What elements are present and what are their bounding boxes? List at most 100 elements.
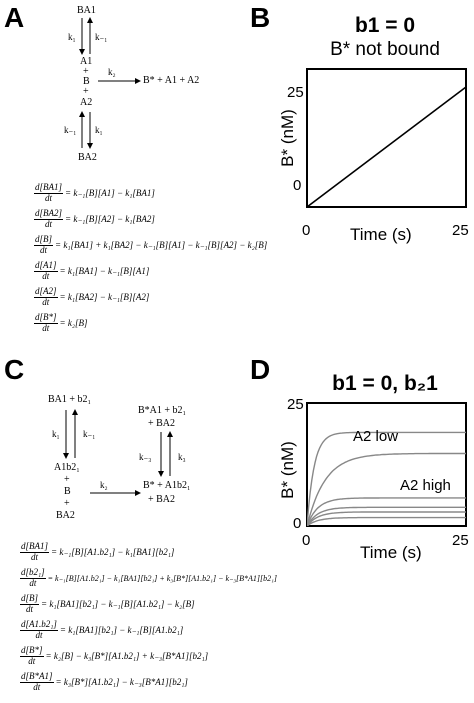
eq-numerator: d[b2₁] [20,567,46,579]
eq-rhs: = k₋₁[B][A1.b2₁] − k₁[BA1][b2₁] [51,546,175,557]
eq-numerator: d[A1.b2₁] [20,619,58,631]
product-c-line1: B* + A1b2₁ [143,480,191,491]
eq-rhs: = k₁[BA1] + k₁[BA2] − k₋₁[B][A1] − k₋₁[B… [55,239,268,250]
eq-numerator: d[B] [20,593,40,605]
label-a2-low: A2 low [353,428,399,445]
panel-b-chart [307,86,466,207]
panel-b-xtick-25: 25 [452,222,469,239]
panel-d-xlabel: Time (s) [360,543,422,562]
eq-numerator: d[A2] [34,286,58,298]
eq-denominator: dt [42,270,50,281]
product-a: B* + A1 + A2 [143,75,200,86]
eq-rhs: = k₋₁[B][A1] − k₁[BA1] [65,187,155,198]
eq-rhs: = k₁[BA1][b2₁] − k₋₁[B][A1.b2₁] − k₂[B] [41,598,195,609]
panel-d-title: b1 = 0, b₂1 [332,372,438,395]
eq-denominator: dt [35,629,43,640]
panel-b-xlabel: Time (s) [350,225,412,244]
panel-d-letter: D [250,354,271,385]
species-b: B [64,486,71,497]
label-a2-high: A2 high [400,477,451,494]
panel-b-plot-frame [306,68,467,208]
eq-rhs: = k₁[BA1] − k₋₁[B][A1] [59,265,150,276]
eq-rhs: = k₋₁[B][A2] − k₁[BA2] [65,213,155,224]
eq-denominator: dt [44,218,52,229]
equation-row: d[A2] dt = k₁[BA2] − k₋₁[B][A2] [34,286,150,308]
species-a2: A2 [80,97,93,108]
plus-sign: + [64,498,70,509]
species-ba2: BA2 [56,510,75,521]
panel-b-ytick-25: 25 [287,84,304,101]
series-line-1 [307,452,466,526]
eq-rhs: = k₃[B*][A1.b2₁] − k₋₃[B*A1][b2₁] [55,676,188,687]
panel-b-ytick-0: 0 [293,177,302,194]
panel-d-ytick-0: 0 [293,515,302,532]
panel-d-plot-frame [306,402,467,527]
panel-d-xtick-25: 25 [452,532,469,549]
equation-row: d[b2₁] dt = k₋₁[B][A1.b2₁] − k₁[BA1][b2₁]… [20,567,278,589]
eq-denominator: dt [30,551,38,562]
species-ba1-b21: BA1 + b2₁ [48,394,92,405]
series-line-4 [307,511,466,526]
eq-numerator: d[B] [34,234,54,246]
panel-b-xtick-0: 0 [302,222,311,239]
panel-c-letter: C [4,354,25,385]
eq-denominator: dt [42,296,50,307]
equation-row: d[B*A1] dt = k₃[B*][A1.b2₁] − k₋₃[B*A1][b… [20,671,188,693]
product-c-line2: + BA2 [148,494,176,505]
species-bstar-a1-ba2: + BA2 [148,418,176,429]
plus-sign: + [83,66,89,77]
rate-k2-c: k₂ [100,480,108,490]
eq-numerator: d[B*] [20,645,44,657]
eq-rhs: = k₁[BA1][b2₁] − k₋₁[B][A1.b2₁] [59,624,184,635]
panel-d-chart [307,431,466,526]
eq-denominator: dt [33,681,41,692]
equation-row: d[A1] dt = k₁[BA1] − k₋₁[B][A1] [34,260,150,282]
eq-rhs: = k₂[B] [59,318,88,329]
panel-a-letter: A [4,2,25,33]
equation-row: d[B] dt = k₁[BA1] + k₁[BA2] − k₋₁[B][A1] … [34,234,268,256]
eq-numerator: d[B*A1] [20,671,54,683]
equation-row: d[B] dt = k₁[BA1][b2₁] − k₋₁[B][A1.b2₁] −… [20,593,195,615]
equation-row: d[BA1] dt = k₋₁[B][A1.b2₁] − k₁[BA1][b2₁] [20,541,175,563]
eq-denominator: dt [44,192,52,203]
rate-km3-c: k₋₃ [139,452,152,462]
eq-rhs: = k₋₁[B][A1.b2₁] − k₁[BA1][b2₁] + k₃[B*]… [47,573,278,583]
eq-numerator: d[BA1] [34,182,63,194]
eq-denominator: dt [42,322,50,333]
species-a1b21: A1b2₁ [54,462,80,473]
equation-row: d[BA2] dt = k₋₁[B][A2] − k₁[BA2] [34,208,155,230]
species-ba1: BA1 [77,5,96,16]
equation-row: d[A1.b2₁] dt = k₁[BA1][b2₁] − k₋₁[B][A1.b… [20,619,184,641]
panel-b-title: b1 = 0 [354,14,416,37]
series-line-0 [307,86,466,207]
series-line-2 [307,497,466,526]
equation-row: d[BA1] dt = k₋₁[B][A1] − k₁[BA1] [34,182,155,204]
species-b: B [83,76,90,87]
rate-k1-a-top: k₁ [68,32,76,42]
series-line-3 [307,506,466,526]
rate-km1-c: k₋₁ [83,429,96,439]
rate-km1-a-top: k₋₁ [95,32,108,42]
eq-rhs: = k₁[BA2] − k₋₁[B][A2] [59,291,150,302]
eq-denominator: dt [29,577,37,588]
eq-numerator: d[BA2] [34,208,63,220]
plus-sign: + [64,474,70,485]
eq-denominator: dt [28,655,36,666]
rate-k3-c: k₃ [178,452,186,462]
rate-k1-c: k₁ [52,429,60,439]
species-a1: A1 [80,56,93,67]
panel-d-ytick-25: 25 [287,396,304,413]
eq-denominator: dt [26,603,34,614]
species-ba2: BA2 [78,152,97,163]
eq-numerator: d[A1] [34,260,58,272]
rate-km1-a-bottom: k₋₁ [64,125,77,135]
equation-row: d[B*] dt = k₂[B] − k₃[B*][A1.b2₁] + k₋₃[B… [20,645,209,667]
panel-b-subtitle: B* not bound [330,39,440,60]
eq-numerator: d[B*] [34,312,58,324]
series-line-0 [307,431,466,526]
eq-rhs: = k₂[B] − k₃[B*][A1.b2₁] + k₋₃[B*A1][b2₁… [45,650,209,661]
rate-k1-a-bottom: k₁ [95,125,103,135]
species-bstar-a1-b21: B*A1 + b2₁ [138,405,187,416]
eq-denominator: dt [40,244,48,255]
